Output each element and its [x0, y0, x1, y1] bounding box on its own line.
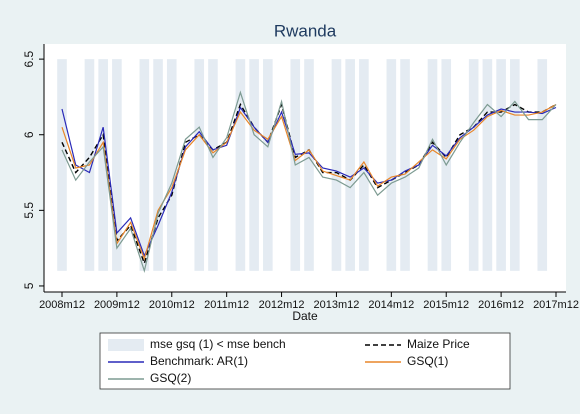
y-tick-label: 6: [22, 131, 36, 138]
shade-band: [304, 59, 314, 271]
x-tick-label: 2011m12: [204, 299, 249, 311]
series-line: [61, 90, 557, 274]
y-tick-label: 6.5: [22, 50, 36, 67]
shade-band: [400, 59, 410, 271]
y-tick-label: 5.5: [22, 202, 36, 219]
x-tick-label: 2017m12: [533, 299, 579, 311]
chart-title: Rwanda: [274, 21, 337, 40]
x-tick-label: 2008m12: [39, 299, 85, 311]
legend-label: GSQ(2): [150, 371, 191, 385]
shade-band: [249, 59, 259, 271]
shade-band: [57, 59, 67, 271]
x-axis-label: Date: [292, 309, 318, 323]
y-tick-label: 5: [22, 282, 36, 289]
x-tick-label: 2010m12: [149, 299, 195, 311]
shade-band: [345, 59, 355, 271]
legend-label: Maize Price: [407, 337, 470, 351]
shade-band: [427, 59, 438, 271]
shade-band: [235, 59, 246, 271]
x-tick-label: 2012m12: [259, 299, 305, 311]
shade-band: [468, 59, 479, 271]
shade-band: [386, 59, 397, 271]
x-tick-label: 2009m12: [94, 299, 140, 311]
shade-band: [112, 59, 122, 271]
legend-label: mse gsq (1) < mse bench: [150, 337, 286, 351]
shade-band: [510, 59, 520, 271]
shade-band: [537, 59, 548, 271]
shade-band: [98, 59, 108, 271]
x-tick-label: 2014m12: [368, 299, 414, 311]
shade-band: [153, 59, 163, 271]
shade-band: [331, 59, 342, 271]
legend-box: [99, 332, 511, 390]
shade-band: [482, 59, 493, 271]
x-tick-label: 2013m12: [314, 299, 360, 311]
x-tick-label: 2016m12: [478, 299, 524, 311]
shade-band: [194, 59, 205, 271]
series-line: [61, 106, 557, 258]
shade-band: [139, 59, 150, 271]
legend-swatch: [108, 339, 144, 351]
series-line: [61, 103, 557, 261]
x-tick-label: 2015m12: [423, 299, 469, 311]
shade-band: [496, 59, 506, 271]
shade-band: [208, 59, 218, 271]
legend-label: Benchmark: AR(1): [150, 354, 248, 368]
legend-label: GSQ(1): [407, 354, 448, 368]
shade-band: [263, 59, 273, 271]
shade-band: [359, 59, 369, 271]
shade-band: [166, 59, 177, 271]
